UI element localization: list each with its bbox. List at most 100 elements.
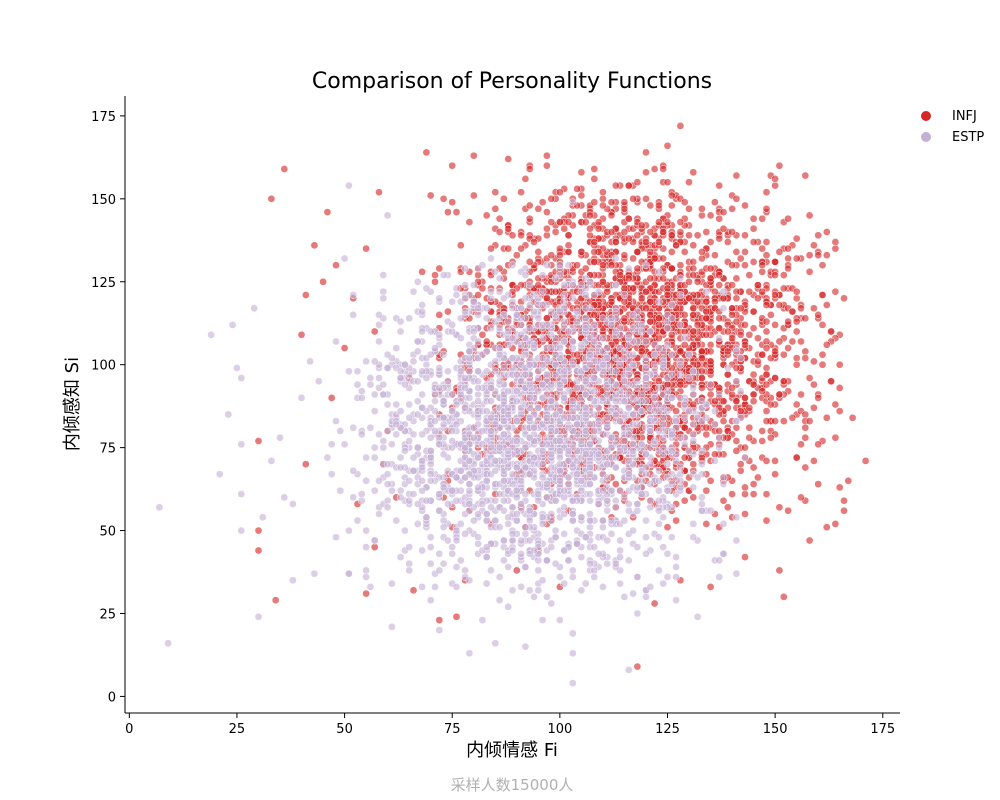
scatter-point-estp: [345, 367, 353, 376]
scatter-point-infj: [478, 330, 487, 339]
scatter-point-estp: [620, 516, 629, 525]
scatter-point-infj: [504, 244, 513, 253]
scatter-point-estp: [586, 463, 594, 472]
scatter-point-estp: [586, 496, 594, 505]
scatter-point-infj: [512, 566, 521, 575]
scatter-point-infj: [672, 516, 680, 525]
scatter-point-estp: [586, 480, 594, 488]
scatter-point-estp: [551, 410, 560, 419]
scatter-point-infj: [680, 248, 689, 256]
scatter-point-infj: [706, 238, 715, 246]
scatter-point-estp: [504, 520, 513, 528]
scatter-point-infj: [792, 360, 801, 369]
scatter-point-infj: [418, 267, 426, 276]
scatter-point-estp: [534, 566, 543, 575]
scatter-point-infj: [633, 264, 642, 273]
scatter-point-infj: [422, 148, 431, 157]
scatter-point-infj: [723, 503, 732, 512]
scatter-point-infj: [732, 447, 741, 455]
scatter-point-estp: [439, 413, 448, 422]
scatter-point-infj: [792, 294, 801, 303]
scatter-point-infj: [543, 151, 551, 160]
scatter-point-estp: [698, 506, 706, 515]
scatter-point-estp: [508, 304, 517, 313]
scatter-point-infj: [680, 327, 689, 336]
scatter-point-estp: [676, 433, 685, 442]
scatter-point-estp: [659, 513, 668, 522]
scatter-point-estp: [482, 476, 491, 485]
scatter-point-estp: [289, 576, 297, 585]
scatter-point-infj: [254, 546, 263, 555]
scatter-point-infj: [370, 543, 379, 551]
scatter-point-infj: [543, 161, 551, 170]
scatter-point-estp: [495, 314, 504, 323]
scatter-point-estp: [586, 420, 594, 429]
scatter-point-infj: [715, 181, 724, 190]
scatter-point-estp: [422, 496, 431, 505]
scatter-point-estp: [646, 480, 655, 488]
scatter-point-infj: [797, 493, 805, 502]
scatter-point-estp: [624, 403, 633, 412]
scatter-point-estp: [672, 417, 680, 425]
scatter-point-estp: [495, 443, 504, 452]
scatter-point-estp: [586, 277, 594, 286]
scatter-point-infj: [629, 284, 637, 293]
scatter-point-infj: [711, 397, 719, 406]
scatter-point-infj: [792, 234, 801, 243]
scatter-point-infj: [590, 198, 599, 207]
scatter-point-infj: [749, 480, 758, 488]
scatter-point-estp: [624, 506, 633, 515]
scatter-point-estp: [521, 523, 530, 532]
scatter-point-estp: [581, 403, 590, 412]
scatter-point-estp: [646, 327, 655, 336]
scatter-point-estp: [422, 284, 431, 293]
scatter-point-infj: [762, 364, 771, 372]
scatter-point-estp: [525, 380, 534, 389]
scatter-point-estp: [603, 496, 612, 505]
scatter-point-infj: [448, 161, 457, 170]
scatter-point-infj: [624, 214, 633, 223]
y-tick-label: 75: [99, 442, 116, 457]
scatter-point-estp: [418, 583, 426, 591]
scatter-point-infj: [732, 287, 741, 296]
scatter-point-infj: [655, 314, 663, 323]
scatter-point-estp: [534, 586, 543, 595]
scatter-point-estp: [482, 314, 491, 323]
scatter-point-estp: [362, 526, 370, 535]
scatter-point-infj: [642, 287, 650, 296]
scatter-point-estp: [392, 344, 401, 352]
scatter-point-infj: [444, 307, 452, 316]
scatter-point-infj: [711, 450, 719, 459]
scatter-point-estp: [577, 586, 586, 595]
scatter-point-estp: [650, 407, 659, 415]
scatter-point-estp: [465, 576, 474, 585]
scatter-point-infj: [586, 224, 594, 233]
scatter-point-infj: [560, 224, 569, 233]
scatter-point-infj: [715, 271, 724, 279]
scatter-point-estp: [289, 500, 297, 508]
scatter-point-estp: [667, 394, 676, 402]
scatter-point-infj: [586, 211, 594, 220]
scatter-point-infj: [590, 175, 599, 183]
scatter-point-estp: [508, 334, 517, 343]
scatter-point-infj: [762, 251, 771, 260]
scatter-point-estp: [667, 480, 676, 488]
scatter-point-infj: [797, 390, 805, 399]
x-tick-label: 150: [763, 722, 788, 737]
scatter-point-infj: [680, 453, 689, 462]
scatter-point-infj: [818, 321, 827, 329]
scatter-point-infj: [741, 201, 749, 210]
scatter-point-estp: [655, 344, 663, 352]
x-axis-title: 内倾情感 Fi: [466, 740, 558, 761]
scatter-point-estp: [620, 493, 629, 502]
scatter-point-infj: [564, 218, 573, 226]
scatter-point-estp: [715, 573, 724, 581]
scatter-point-estp: [667, 533, 676, 542]
scatter-point-estp: [478, 261, 487, 270]
scatter-point-infj: [754, 357, 762, 366]
scatter-point-estp: [586, 510, 594, 518]
scatter-point-estp: [603, 460, 612, 469]
scatter-point-infj: [444, 208, 452, 216]
scatter-point-infj: [667, 201, 676, 210]
scatter-point-estp: [469, 433, 478, 442]
